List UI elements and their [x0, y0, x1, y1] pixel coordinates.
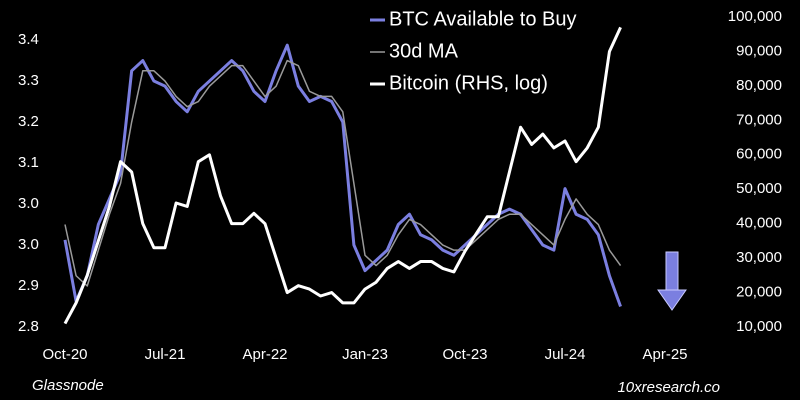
- y2-tick-label: 20,000: [736, 284, 782, 301]
- y-tick-label: 3.4: [18, 31, 39, 48]
- y2-tick-label: 50,000: [736, 180, 782, 197]
- y2-tick-label: 100,000: [728, 8, 782, 25]
- y-tick-label: 3.2: [18, 113, 39, 130]
- x-tick-label: Apr-22: [242, 346, 287, 363]
- x-tick-label: Apr-25: [642, 346, 687, 363]
- y2-tick-label: 70,000: [736, 111, 782, 128]
- legend-label: BTC Available to Buy: [389, 8, 577, 30]
- y-tick-label: 3.3: [18, 72, 39, 89]
- x-tick-label: Jul-21: [145, 346, 186, 363]
- y-tick-label: 3.0: [18, 195, 39, 212]
- y2-tick-label: 90,000: [736, 42, 782, 59]
- legend-label: Bitcoin (RHS, log): [389, 72, 548, 94]
- y-tick-label: 2.8: [18, 318, 39, 335]
- y2-tick-label: 80,000: [736, 77, 782, 94]
- y2-tick-label: 60,000: [736, 146, 782, 163]
- y-tick-label: 2.9: [18, 277, 39, 294]
- series-line: [64, 59, 622, 287]
- y-tick-label: 3.1: [18, 154, 39, 171]
- x-tick-label: Jul-24: [545, 346, 586, 363]
- y-tick-label: 3.0: [18, 236, 39, 253]
- brand-label: 10xresearch.co: [617, 379, 720, 396]
- series-line: [63, 43, 622, 308]
- y2-tick-label: 40,000: [736, 215, 782, 232]
- x-tick-label: Oct-23: [442, 346, 487, 363]
- series-line: [63, 26, 622, 325]
- legend-label: 30d MA: [389, 40, 459, 62]
- x-tick-label: Oct-20: [42, 346, 87, 363]
- x-tick-label: Jan-23: [342, 346, 388, 363]
- y2-tick-label: 10,000: [736, 318, 782, 335]
- source-label: Glassnode: [32, 377, 104, 394]
- y2-tick-label: 30,000: [736, 249, 782, 266]
- down-arrow: [657, 251, 687, 311]
